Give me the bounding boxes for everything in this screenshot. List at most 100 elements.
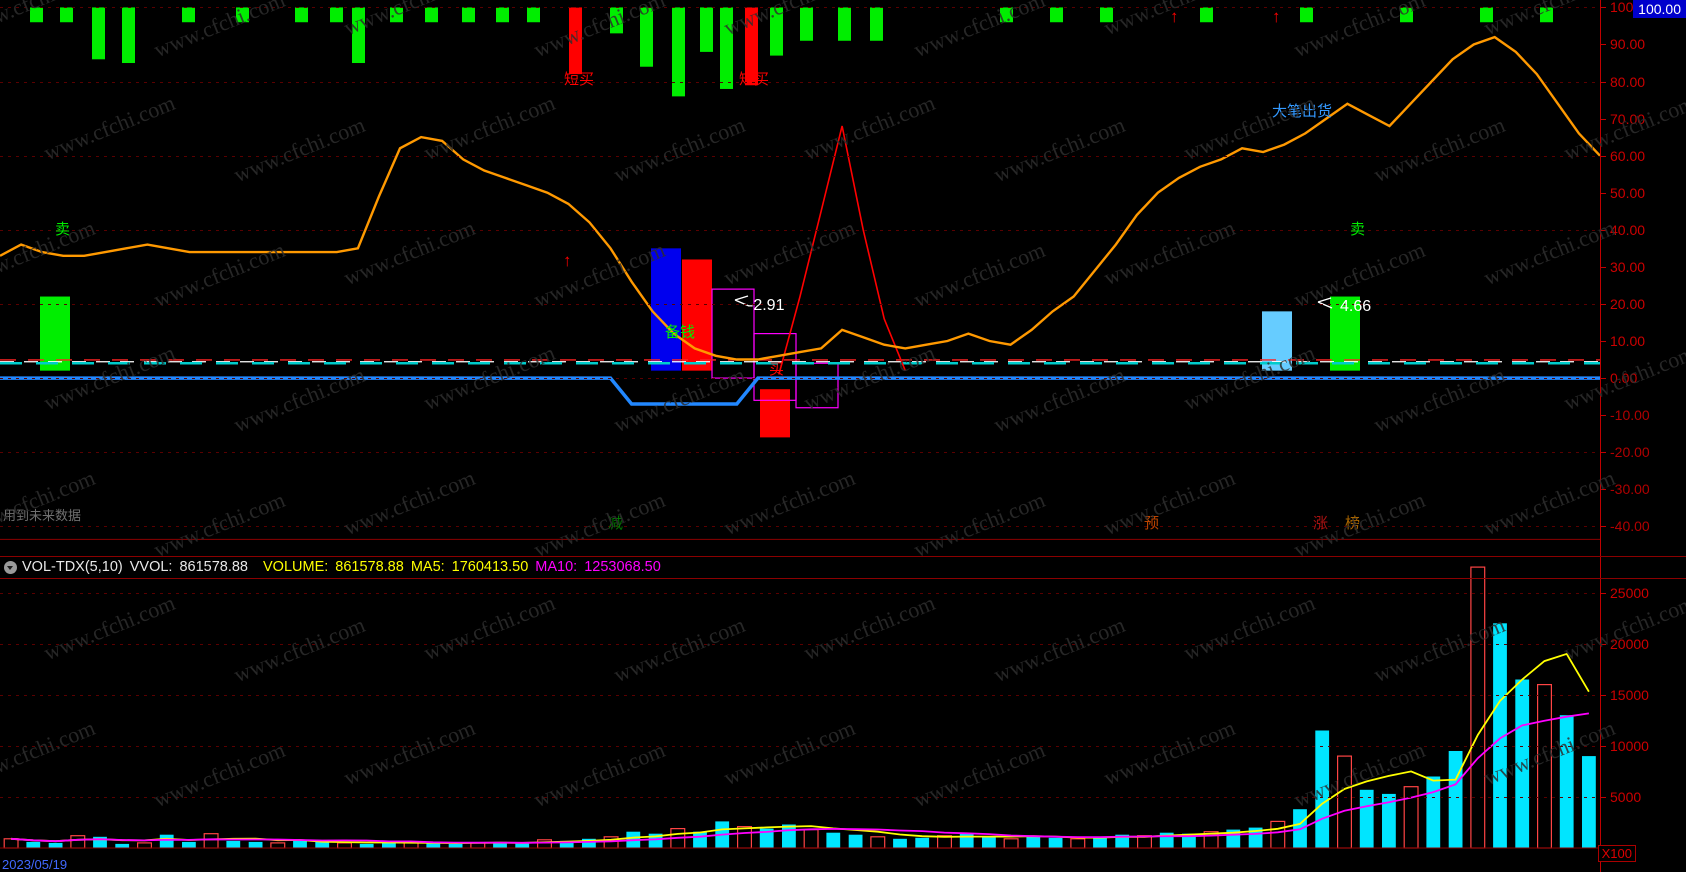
axis-tick [1600,643,1606,645]
volume-bar [848,834,863,848]
volume-bar [115,843,130,848]
upper-indicator-panel: 100.00 90.00 80.00 70.00 60.00 50.00 40.00 30.0… [0,0,1686,556]
signal-bar [610,7,623,34]
axis-label: 20.00 [1610,295,1646,312]
signal-bar [236,7,249,23]
gridline [0,378,1600,380]
volume-right-axis: 25000 20000 15000 10000 5000 [1600,556,1686,872]
axis-label: 10.00 [1610,333,1646,349]
bottom-marker-榜: 榜 [1345,514,1361,532]
signal-bar [60,7,73,23]
axis-tick [1600,192,1606,194]
green-block-right [1330,296,1360,371]
indicator-title-bar[interactable]: VOL-TDX(5,10) VVOL: 861578.88 VOLUME: 86… [0,556,1686,578]
axis-label: 90.00 [1610,36,1646,53]
axis-tick [1600,341,1606,342]
volume-bar [203,833,219,849]
volume-bar [137,842,153,849]
volume-bar [315,841,330,848]
signal-bar [745,7,758,86]
axis-label: 10000 [1610,737,1649,754]
volume-bar [1070,838,1086,849]
volume-multiplier-label: X100 [1597,845,1636,862]
pointer-arrow-icon [1317,297,1333,309]
axis-label: -30.00 [1610,481,1650,498]
axis-tick [1600,415,1606,417]
cyan-block-right [1262,311,1292,371]
volume-bar [870,836,886,849]
volume-bar [1270,820,1286,849]
vvol-value: 861578.88 [179,559,248,575]
signal-bar [1000,7,1013,23]
volume-bar [226,840,241,848]
axis-label: 50.00 [1610,184,1646,201]
ma5-value: 1760413.50 [451,559,529,575]
signal-bar [800,7,813,41]
volume-bar [803,829,819,849]
volume-bar [426,842,441,848]
volume-bar [359,843,374,848]
volume-bar [1493,623,1507,848]
axis-tick [1600,745,1606,747]
red-block-down [760,389,790,438]
orange-main-line [0,35,1601,361]
axis-tick [1600,303,1606,305]
indicator-name[interactable]: VOL-TDX(5,10) [22,559,123,575]
volume-label: VOLUME: [263,559,329,575]
gridline [0,526,1600,528]
gridline [0,155,1600,157]
axis-label: 20000 [1610,635,1649,652]
up-arrow-icon: ↑ [1272,7,1281,26]
volume-bar [1470,566,1486,849]
gridline [0,796,1600,798]
ma5-line [11,652,1590,845]
volume-bar [536,839,552,849]
annotation-备钱: 备钱 [665,323,696,341]
upper-chart-plot[interactable] [0,0,1601,556]
pointer-arrow-icon [734,295,750,307]
blue-block [651,248,681,371]
volume-bar [48,842,63,848]
volume-bar [1559,715,1574,848]
axis-tick [1600,44,1606,46]
volume-chart-plot[interactable] [0,556,1600,872]
axis-tick [1600,526,1606,528]
red-spike-line [778,125,907,375]
annotation-大笔出货: 大笔出货 [1272,102,1333,120]
axis-line [1600,556,1601,872]
bottom-marker-预: 预 [1144,514,1160,532]
value-label: -2.91 [748,297,785,314]
signal-bar [496,7,509,23]
axis-tick [1600,489,1606,491]
signal-bar [352,7,365,64]
signal-bar [1100,7,1113,23]
signal-bar [462,7,475,23]
volume-bar [915,837,930,848]
volume-bar [448,843,463,848]
signal-bar [92,7,105,60]
volume-bar [1382,793,1396,848]
signal-bar [700,7,713,52]
dropdown-circle-icon[interactable] [4,560,17,574]
volume-bar [3,838,19,849]
gridline [0,694,1600,696]
axis-label: 15000 [1610,686,1649,703]
future-data-hint: 用到未来数据 [3,509,82,524]
up-arrow-icon: ↑ [563,251,572,270]
axis-label: 80.00 [1610,73,1646,90]
axis-tick [1600,694,1606,696]
signal-bar [1200,7,1213,23]
axis-tick [1600,7,1606,9]
axis-tick [1600,118,1606,120]
signal-bar [1540,7,1553,23]
ma10-line [11,712,1590,844]
gridline [0,592,1600,594]
upper-right-axis: 100.00 90.00 80.00 70.00 60.00 50.00 40.00 30.0… [1600,0,1686,556]
upper-header-value: 100.00 [1633,0,1686,18]
annotation-短买: 短买 [739,70,770,88]
volume-bar [1003,838,1019,849]
blue-base-line [0,376,1600,406]
ma10-value: 1253068.50 [584,559,661,575]
axis-label: -40.00 [1610,518,1650,535]
annotation-买: 买 [769,360,785,378]
